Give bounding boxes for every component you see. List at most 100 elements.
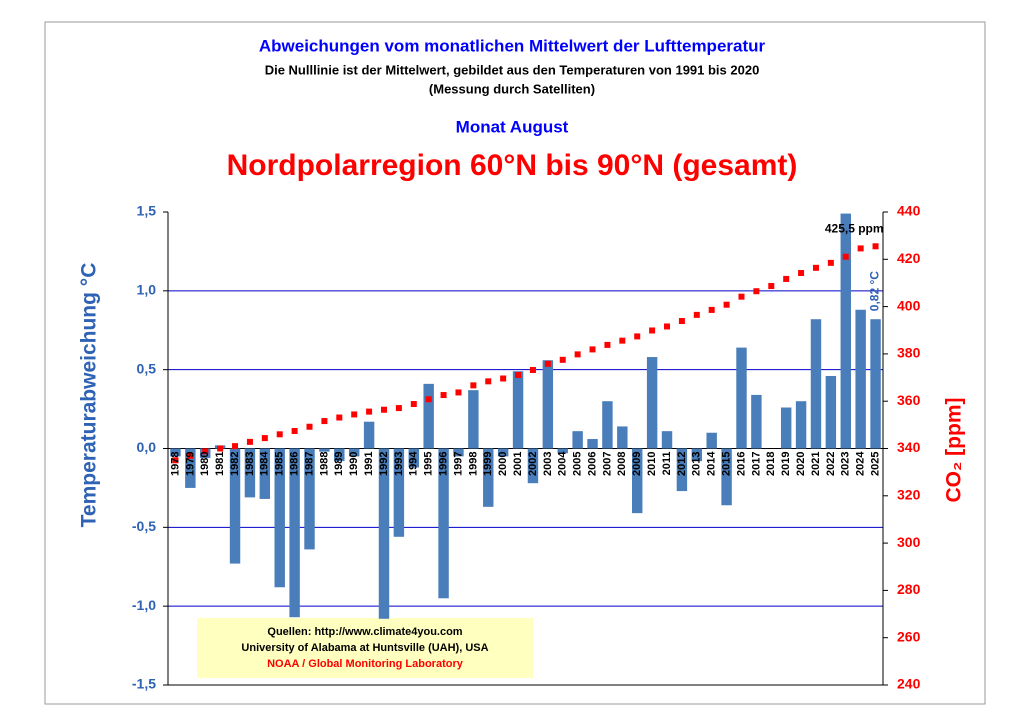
co2-point [500, 375, 507, 382]
co2-point [485, 378, 492, 385]
x-tick-label: 1992 [378, 452, 390, 476]
bar [527, 448, 539, 484]
bar [691, 448, 703, 462]
x-tick-label: 1987 [303, 452, 315, 476]
bar [870, 319, 881, 449]
co2-point [708, 306, 715, 313]
co2-point [380, 406, 387, 413]
y-tick-label: -1,0 [132, 597, 156, 613]
y2-tick-label: 300 [897, 534, 921, 550]
co2-point [202, 448, 209, 455]
co2-point [678, 318, 685, 325]
bar [363, 421, 375, 449]
bar [855, 309, 866, 449]
co2-point [798, 270, 805, 277]
x-tick-label: 1996 [437, 452, 449, 476]
co2-point [664, 323, 671, 330]
co2-point [634, 333, 641, 340]
co2-point [812, 264, 819, 271]
x-tick-label: 2007 [601, 452, 613, 476]
co2-point [768, 283, 775, 290]
bar [661, 431, 673, 449]
x-tick-label: 2009 [631, 452, 643, 476]
bar [825, 375, 837, 449]
region-title: Nordpolarregion 60°N bis 90°N (gesamt) [227, 149, 798, 182]
co2-point [306, 423, 313, 430]
bar [736, 347, 747, 449]
co2-point [470, 382, 477, 389]
co2-point [619, 337, 626, 344]
y2-tick-label: 420 [897, 250, 921, 266]
bar [557, 448, 568, 454]
x-tick-label: 1983 [244, 452, 256, 476]
y-tick-label: 1,5 [137, 203, 157, 219]
x-tick-label: 2018 [765, 452, 777, 476]
x-tick-label: 1980 [199, 452, 211, 476]
source: Quellen: http://www.climate4you.com [267, 626, 462, 638]
subtitle: Die Nulllinie ist der Mittelwert, gebild… [265, 62, 760, 77]
x-tick-label: 2019 [780, 452, 792, 476]
co2-point [604, 341, 611, 348]
y2-tick-label: 340 [897, 439, 921, 455]
bar [483, 448, 494, 507]
x-tick-label: 2021 [810, 452, 822, 476]
x-tick-label: 2013 [691, 452, 703, 476]
x-tick-label: 2001 [512, 452, 524, 476]
x-tick-label: 1999 [482, 452, 494, 476]
bar [468, 390, 479, 449]
x-tick-label: 1998 [467, 452, 479, 476]
x-tick-label: 2023 [840, 452, 852, 476]
y2-tick-label: 440 [897, 203, 921, 219]
month-label: Monat August [456, 117, 569, 136]
x-tick-label: 1982 [229, 452, 241, 476]
co2-point [589, 346, 596, 353]
bar [602, 401, 613, 449]
y2-tick-label: 320 [897, 487, 921, 503]
y2-tick-label: 240 [897, 676, 921, 692]
bar [512, 371, 524, 449]
co2-point [246, 438, 253, 445]
x-tick-label: 1991 [363, 452, 375, 476]
x-tick-label: 1988 [318, 452, 330, 476]
bar [751, 394, 762, 449]
co2-point [232, 443, 239, 450]
co2-point [857, 245, 864, 252]
x-tick-label: 2010 [646, 452, 658, 476]
co2-point [366, 408, 373, 415]
co2-point [559, 356, 566, 363]
y-tick-label: 0,0 [137, 439, 157, 455]
bar [780, 407, 792, 449]
source: NOAA / Global Monitoring Laboratory [267, 658, 464, 670]
bar [185, 448, 196, 488]
co2-point [723, 301, 730, 308]
bar [348, 448, 360, 457]
x-tick-label: 2015 [721, 452, 733, 476]
x-tick-label: 2014 [706, 451, 718, 476]
bar [810, 319, 822, 449]
co2-point [276, 431, 283, 438]
co2-point [544, 360, 551, 367]
subtitle: (Messung durch Satelliten) [429, 81, 595, 96]
y-tick-label: 1,0 [137, 282, 157, 298]
co2-point [425, 396, 432, 403]
chart-title: Abweichungen vom monatlichen Mittelwert … [259, 36, 766, 55]
x-tick-label: 2025 [869, 452, 881, 476]
bar [840, 213, 851, 449]
bar [453, 448, 464, 457]
bar [378, 448, 390, 619]
x-tick-label: 1989 [333, 452, 345, 476]
source-box [197, 618, 533, 678]
y-tick-label: 0,5 [137, 360, 157, 376]
y-tick-label: -0,5 [132, 518, 156, 534]
x-tick-label: 1997 [452, 452, 464, 476]
x-tick-label: 1986 [289, 452, 301, 476]
y2-tick-label: 400 [897, 297, 921, 313]
co2-point [753, 288, 760, 295]
co2-point [872, 243, 879, 250]
x-tick-label: 1990 [348, 452, 360, 476]
co2-point [440, 392, 447, 399]
co2-point [351, 411, 358, 418]
co2-point [783, 275, 790, 282]
bar [706, 432, 717, 449]
